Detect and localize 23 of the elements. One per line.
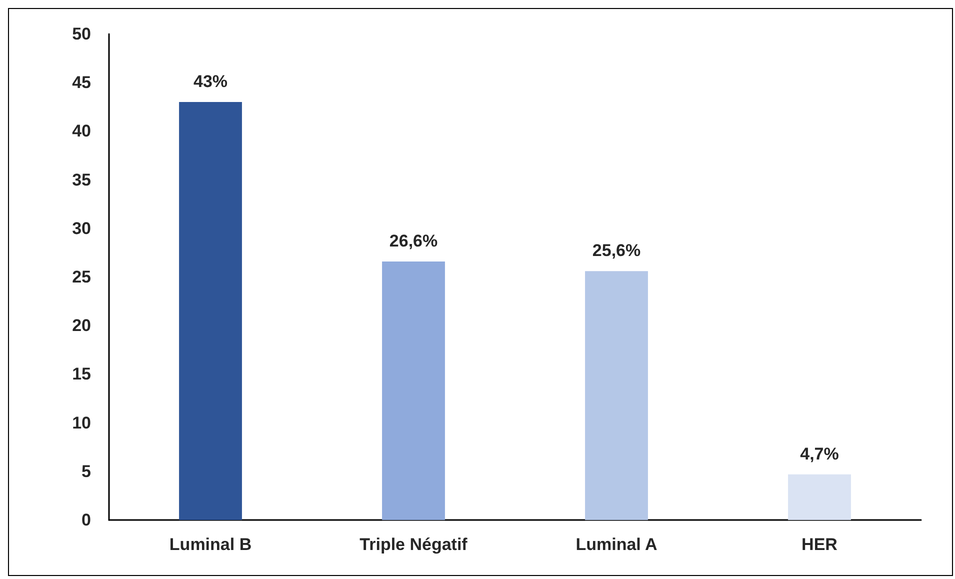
x-tick-label: Triple Négatif [360, 535, 468, 554]
data-label: 43% [193, 72, 228, 92]
y-tick-label: 45 [72, 73, 91, 92]
x-tick-label: Luminal A [576, 535, 658, 554]
y-tick-label: 0 [82, 510, 91, 530]
bar [179, 102, 242, 520]
y-tick-label: 30 [72, 218, 91, 238]
x-tick-label: Luminal B [169, 535, 252, 554]
x-tick-label: HER [802, 535, 838, 554]
data-label: 25,6% [592, 241, 641, 260]
y-tick-label: 10 [72, 413, 91, 432]
y-tick-label: 15 [72, 364, 91, 384]
y-tick-label: 20 [72, 316, 91, 336]
y-tick-label: 5 [82, 462, 91, 481]
bar [382, 261, 445, 520]
bar [788, 474, 851, 520]
bar [585, 271, 648, 520]
y-tick-label: 50 [72, 24, 91, 44]
y-tick-label: 25 [72, 268, 91, 286]
y-tick-label: 40 [72, 122, 91, 141]
data-label: 26,6% [389, 231, 438, 250]
data-label: 4,7% [800, 444, 839, 464]
y-tick-label: 35 [72, 170, 91, 190]
